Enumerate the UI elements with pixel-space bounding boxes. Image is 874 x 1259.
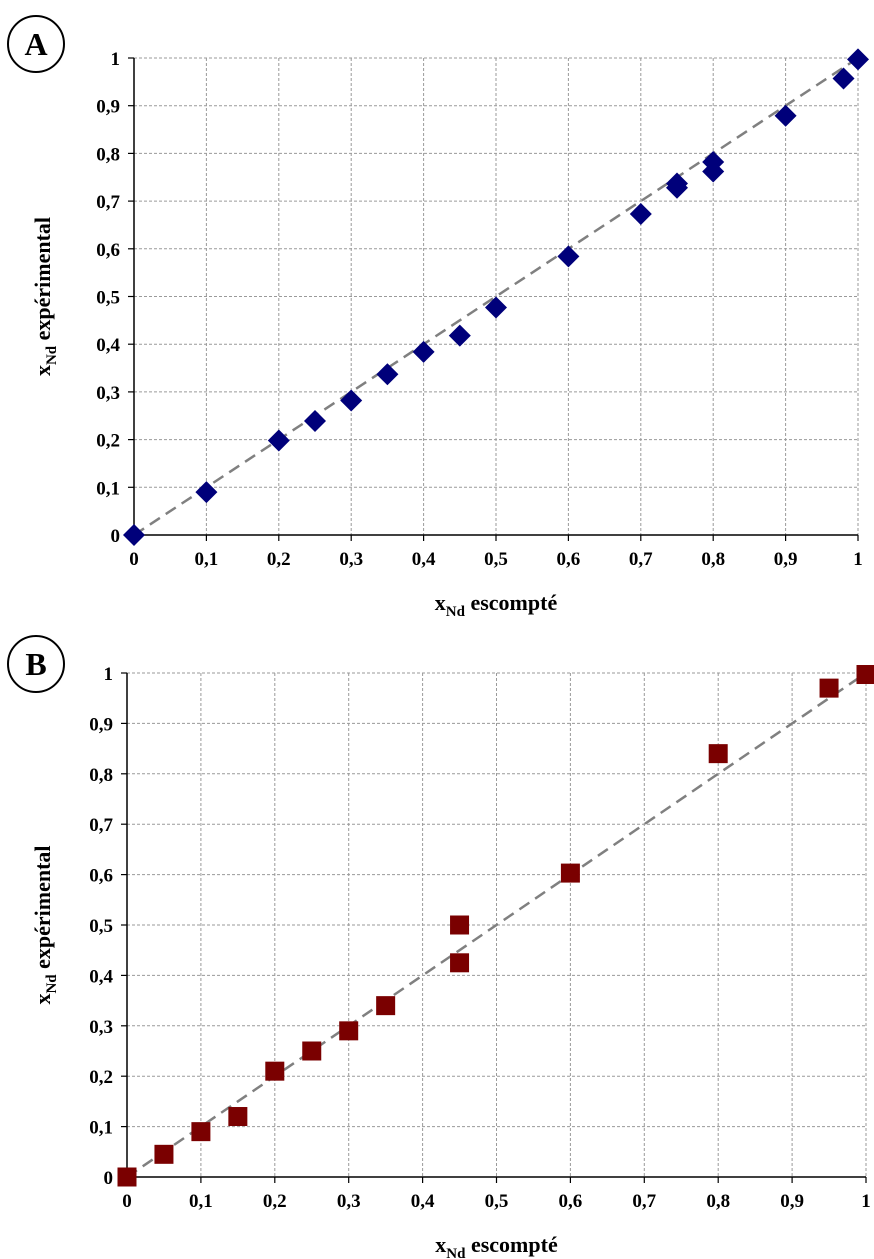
y-axis-label: xNd expérimental xyxy=(30,217,60,376)
y-axis-label: xNd expérimental xyxy=(30,845,60,1004)
data-point-diamond xyxy=(557,245,580,268)
y-tick-label: 0,8 xyxy=(89,765,113,786)
data-point-diamond xyxy=(448,324,471,347)
y-tick-label: 0,9 xyxy=(96,97,120,118)
y-tick-label: 0,3 xyxy=(89,1017,113,1038)
y-axis-label-main: x xyxy=(30,365,55,376)
data-point-square xyxy=(376,996,396,1016)
y-axis-label-subscript: Nd xyxy=(44,974,60,994)
x-tick-label: 0 xyxy=(122,1191,132,1212)
y-tick-label: 1 xyxy=(104,664,114,685)
data-point-diamond xyxy=(666,172,688,195)
x-tick-label: 0,4 xyxy=(411,1191,435,1212)
data-point-square xyxy=(450,953,470,973)
data-point-diamond xyxy=(123,524,145,546)
data-point-square xyxy=(819,678,839,698)
y-tick-label: 0,5 xyxy=(96,288,120,309)
x-tick-label: 0,2 xyxy=(263,1191,287,1212)
x-tick-label: 0,5 xyxy=(484,549,508,570)
y-tick-label: 0,6 xyxy=(96,240,120,261)
data-point-square xyxy=(302,1041,322,1061)
reference-line-y-equals-x xyxy=(126,671,867,1179)
data-point-diamond xyxy=(774,104,797,127)
data-point-diamond xyxy=(629,202,652,225)
data-point-diamond xyxy=(340,389,363,412)
reference-line-y-equals-x xyxy=(133,56,859,537)
x-axis-label: xNd escompté xyxy=(435,590,558,620)
y-tick-label: 0 xyxy=(111,526,121,547)
data-point-square xyxy=(450,915,470,935)
y-tick-label: 0,7 xyxy=(96,192,120,213)
y-axis-label-rest: expérimental xyxy=(30,845,55,974)
x-tick-label: 0,7 xyxy=(632,1191,656,1212)
y-tick-label: 0,2 xyxy=(96,431,120,452)
x-tick-label: 0,2 xyxy=(267,549,291,570)
data-point-diamond xyxy=(702,150,725,173)
x-tick-label: 0,9 xyxy=(780,1191,804,1212)
x-tick-label: 0,8 xyxy=(701,549,725,570)
data-point-diamond xyxy=(304,409,326,432)
x-axis-label-main: x xyxy=(435,1232,446,1257)
data-point-diamond xyxy=(847,48,869,71)
x-tick-label: 0,9 xyxy=(774,549,798,570)
x-tick-label: 0,7 xyxy=(629,549,653,570)
panel-label-circle xyxy=(7,15,65,73)
x-axis-label-rest: escompté xyxy=(465,590,557,615)
data-point-square xyxy=(560,863,580,883)
panel-a: 0 0,1 0,2 0,3 0,4 0,5 0,6 0,7 0,8 0,9 1 0 0,1 0,2 0,3 0… xyxy=(7,15,869,620)
y-tick-label: 0,6 xyxy=(89,866,113,887)
data-point-square xyxy=(117,1167,137,1187)
data-point-square xyxy=(154,1144,174,1164)
x-tick-label: 0 xyxy=(129,549,139,570)
data-point-square xyxy=(228,1107,248,1127)
y-tick-label: 0,3 xyxy=(96,383,120,404)
data-point-square xyxy=(191,1122,211,1142)
x-tick-label: 1 xyxy=(853,549,863,570)
panel-label: A xyxy=(24,26,47,62)
x-axis-label-subscript: Nd xyxy=(446,1246,466,1259)
data-point-diamond xyxy=(376,363,399,386)
y-axis-label-subscript: Nd xyxy=(44,345,60,365)
x-tick-label: 0,1 xyxy=(189,1191,213,1212)
panel-label-circle xyxy=(7,635,65,693)
data-point-diamond xyxy=(195,481,218,504)
x-axis-label-rest: escompté xyxy=(465,1232,557,1257)
y-tick-label: 0,9 xyxy=(89,714,113,735)
x-axis-label-subscript: Nd xyxy=(446,604,466,620)
y-tick-label: 0,4 xyxy=(96,335,120,356)
data-point-diamond xyxy=(412,340,435,363)
x-tick-label: 0,3 xyxy=(337,1191,361,1212)
y-tick-label: 0,2 xyxy=(89,1067,113,1088)
y-tick-label: 0 xyxy=(104,1168,114,1189)
y-axis-label-rest: expérimental xyxy=(30,217,55,346)
panel-label: B xyxy=(25,646,46,682)
data-point-square xyxy=(708,744,728,764)
y-axis-label-main: x xyxy=(30,994,55,1005)
y-tick-label: 0,1 xyxy=(96,478,120,499)
x-tick-label: 0,6 xyxy=(557,549,581,570)
x-axis-label-main: x xyxy=(435,590,446,615)
x-tick-label: 1 xyxy=(861,1191,871,1212)
x-tick-label: 0,1 xyxy=(195,549,219,570)
y-tick-label: 0,1 xyxy=(89,1118,113,1139)
x-tick-label: 0,3 xyxy=(339,549,363,570)
y-tick-label: 0,7 xyxy=(89,815,113,836)
panel-b: 0 0,1 0,2 0,3 0,4 0,5 0,6 0,7 0,8 0,9 1 0 0,1 0,2 0,3 0… xyxy=(7,635,874,1259)
x-tick-label: 0,6 xyxy=(559,1191,583,1212)
data-point-square xyxy=(339,1021,359,1041)
data-point-square xyxy=(265,1061,285,1081)
y-tick-label: 0,5 xyxy=(89,916,113,937)
y-tick-label: 1 xyxy=(111,49,121,70)
x-axis-label: xNd escompté xyxy=(435,1232,558,1259)
y-tick-label: 0,4 xyxy=(89,966,113,987)
x-tick-label: 0,8 xyxy=(706,1191,730,1212)
x-tick-label: 0,5 xyxy=(485,1191,509,1212)
data-point-diamond xyxy=(485,296,507,319)
data-point-diamond xyxy=(832,67,855,90)
x-tick-label: 0,4 xyxy=(412,549,436,570)
data-point-square xyxy=(856,665,874,685)
data-point-diamond xyxy=(267,429,290,452)
y-tick-label: 0,8 xyxy=(96,144,120,165)
